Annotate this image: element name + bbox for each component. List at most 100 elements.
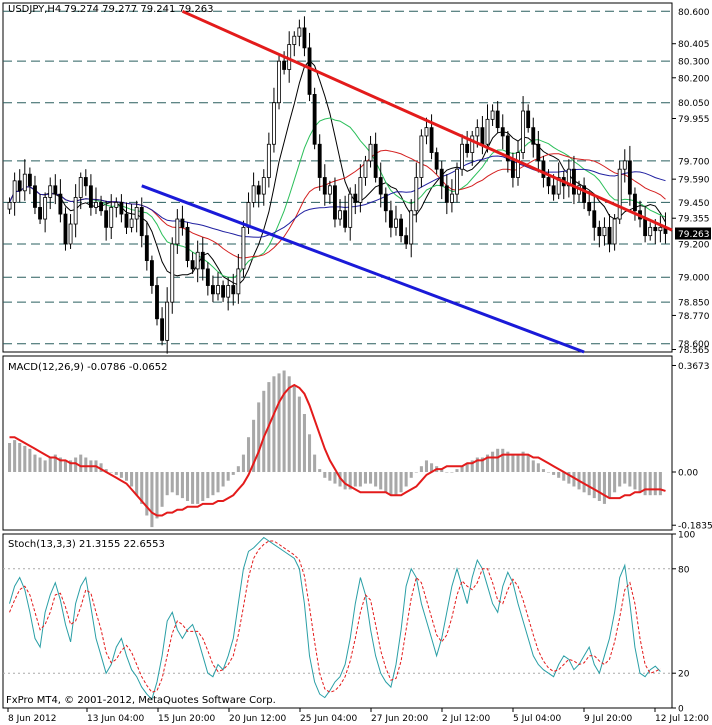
candle-body bbox=[216, 285, 220, 295]
x-label: 2 Jul 12:00 bbox=[442, 714, 491, 724]
candle-body bbox=[394, 218, 398, 228]
candle-body bbox=[144, 235, 149, 261]
macd-bar bbox=[480, 457, 484, 472]
macd-bar bbox=[389, 472, 393, 496]
macd-bar bbox=[201, 472, 205, 501]
macd-bar bbox=[43, 460, 47, 472]
candle-body bbox=[297, 27, 302, 37]
macd-bar bbox=[130, 472, 134, 487]
macd-bar bbox=[597, 472, 601, 501]
level-label-box bbox=[676, 96, 711, 110]
macd-bar bbox=[109, 472, 113, 473]
macd-bar bbox=[430, 463, 434, 472]
candle-body bbox=[455, 168, 459, 195]
macd-bar bbox=[343, 472, 347, 490]
candle-body bbox=[68, 223, 73, 245]
candle-body bbox=[566, 168, 571, 187]
candle-body bbox=[155, 285, 159, 320]
x-label: 9 Jul 20:00 bbox=[584, 714, 633, 724]
macd-bar bbox=[308, 434, 312, 472]
macd-panel: 0.3673 0.00 -0.1835 bbox=[8, 362, 712, 532]
macd-bar bbox=[282, 370, 286, 472]
macd-bar bbox=[582, 472, 586, 493]
macd-bar bbox=[313, 454, 317, 472]
candle-body bbox=[129, 218, 134, 228]
candle-body bbox=[317, 143, 322, 178]
panel-frame bbox=[2, 533, 673, 709]
macd-bar bbox=[608, 472, 612, 499]
macd-bar bbox=[241, 454, 245, 472]
candle-body bbox=[546, 177, 551, 187]
macd-bar bbox=[658, 472, 662, 496]
macd-bar bbox=[394, 472, 398, 496]
candle-body bbox=[241, 226, 246, 270]
candle-body bbox=[124, 213, 129, 228]
macd-bar bbox=[648, 472, 652, 496]
candle-body bbox=[470, 135, 475, 153]
candle-body bbox=[378, 177, 383, 195]
candle-body bbox=[149, 260, 154, 286]
macd-bar bbox=[236, 466, 240, 472]
price-axis: 80.600 80.300 80.050 79.700 79.450 79.200 79.0… bbox=[672, 4, 711, 356]
x-label: 25 Jun 04:00 bbox=[300, 714, 357, 724]
x-label: 12 Jul 12:00 bbox=[655, 714, 709, 724]
macd-bar bbox=[384, 472, 388, 493]
candle-body bbox=[373, 143, 378, 178]
candle-body bbox=[485, 118, 490, 145]
candle-body bbox=[480, 127, 485, 145]
level-label-box bbox=[676, 337, 711, 351]
candle-body bbox=[353, 193, 358, 203]
candle-body bbox=[516, 152, 520, 178]
candle-body bbox=[597, 226, 602, 237]
candle-body bbox=[43, 197, 48, 220]
candle-body bbox=[53, 185, 58, 195]
macd-bar bbox=[358, 472, 362, 487]
macd-bar bbox=[252, 419, 256, 472]
macd-bar bbox=[38, 457, 42, 472]
candle-body bbox=[617, 168, 622, 220]
candle-body bbox=[266, 143, 271, 178]
macd-bar bbox=[455, 469, 459, 472]
candle-body bbox=[246, 202, 251, 228]
time-axis: 8 Jun 2012 13 Jun 04:00 15 Jun 20:00 20 Jun… bbox=[7, 708, 709, 724]
candle-body bbox=[292, 35, 297, 45]
macd-bar bbox=[460, 466, 464, 472]
macd-bar bbox=[99, 463, 103, 472]
macd-bar bbox=[445, 472, 449, 473]
candle-body bbox=[429, 127, 434, 153]
macd-bar bbox=[470, 460, 474, 472]
macd-bar bbox=[506, 451, 510, 472]
candle-body bbox=[399, 218, 403, 237]
candle-body bbox=[139, 207, 144, 237]
macd-signal-line bbox=[9, 383, 666, 517]
macd-bar bbox=[491, 451, 495, 472]
candle-body bbox=[307, 47, 312, 95]
candle-body bbox=[500, 127, 505, 137]
stoch-tick-label: 20 bbox=[678, 670, 690, 680]
macd-bar bbox=[602, 472, 606, 504]
macd-bar bbox=[536, 463, 540, 472]
macd-bar bbox=[541, 469, 545, 472]
macd-tick-label: 0.3673 bbox=[678, 362, 710, 372]
macd-bar bbox=[353, 472, 357, 487]
macd-bar bbox=[221, 472, 225, 487]
level-label: 80.300 bbox=[678, 58, 710, 68]
candle-body bbox=[643, 218, 648, 237]
candle-body bbox=[587, 202, 592, 212]
level-label-box bbox=[676, 4, 711, 18]
moving-averages bbox=[9, 59, 666, 286]
x-label: 13 Jun 04:00 bbox=[87, 714, 144, 724]
candle-body bbox=[526, 110, 531, 129]
candle-body bbox=[622, 160, 627, 170]
stoch-signal-line bbox=[9, 540, 661, 693]
candle-body bbox=[211, 285, 215, 295]
candle-body bbox=[592, 210, 597, 228]
copyright: FxPro MT4, © 2001-2012, MetaQuotes Softw… bbox=[6, 695, 276, 706]
tick-label: 78.565 bbox=[678, 346, 710, 356]
macd-bar bbox=[246, 437, 251, 472]
candle-body bbox=[195, 251, 200, 270]
macd-bar bbox=[53, 454, 57, 472]
symbol-header: USDJPY,H4 bbox=[8, 4, 61, 15]
macd-bar bbox=[48, 457, 52, 472]
stoch-tick-label: 100 bbox=[678, 531, 695, 541]
